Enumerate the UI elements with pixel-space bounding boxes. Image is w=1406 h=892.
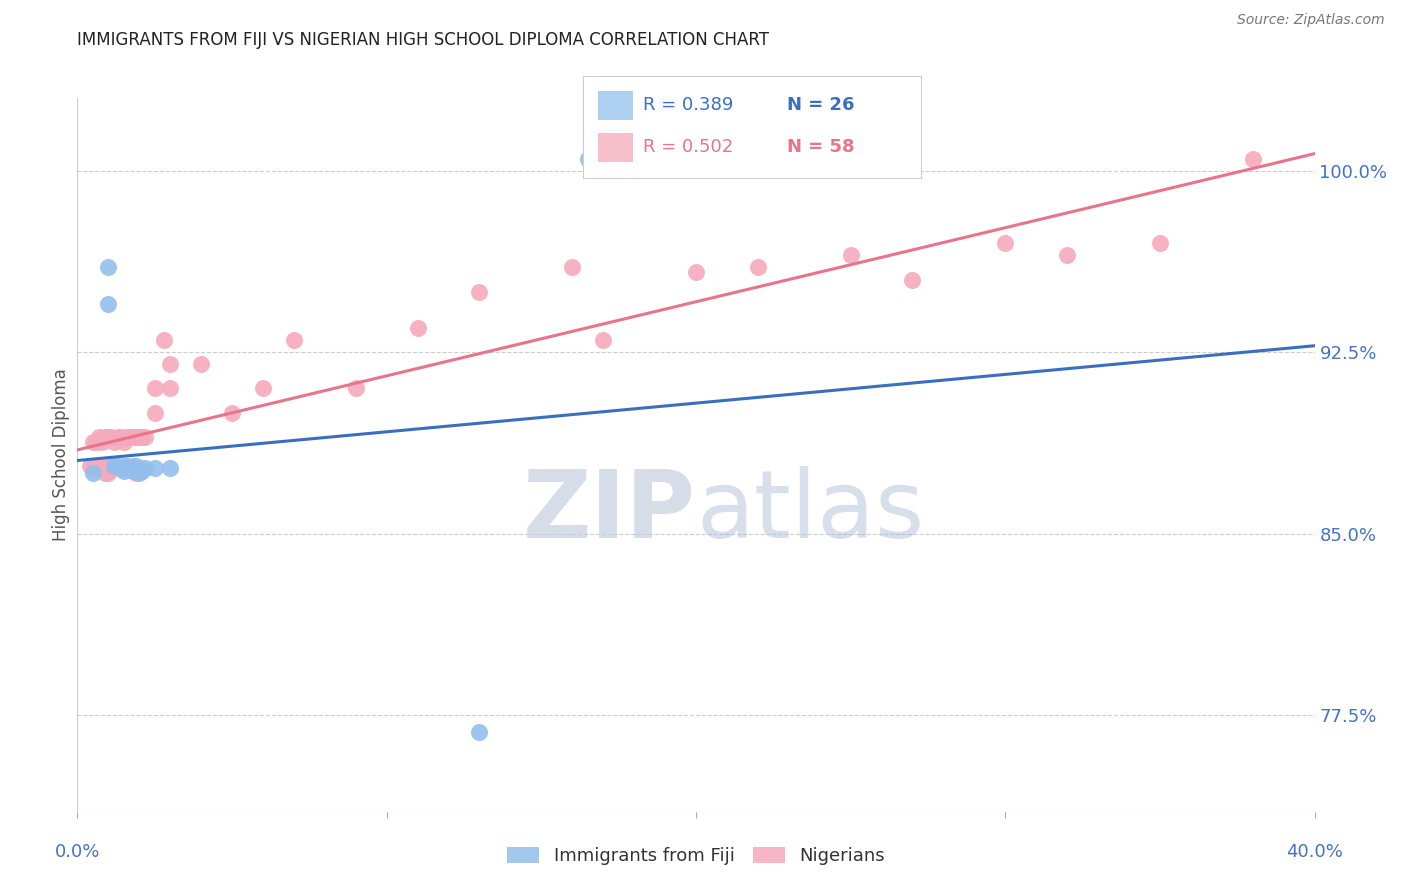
Text: N = 58: N = 58 <box>787 138 855 156</box>
Point <box>153 333 176 347</box>
Point <box>94 466 117 480</box>
Point <box>159 381 181 395</box>
Point <box>110 430 132 444</box>
Text: 0.0%: 0.0% <box>55 843 100 861</box>
Point <box>97 430 120 444</box>
Point <box>107 461 129 475</box>
Point <box>125 466 148 480</box>
Point <box>115 458 138 473</box>
Point <box>103 461 125 475</box>
Point <box>131 430 153 444</box>
Text: 40.0%: 40.0% <box>1286 843 1343 861</box>
Point <box>82 466 104 480</box>
Text: ZIP: ZIP <box>523 466 696 558</box>
Point <box>125 430 148 444</box>
Point <box>122 464 145 478</box>
Point <box>103 458 125 473</box>
Point <box>79 458 101 473</box>
Point <box>159 461 181 475</box>
Point <box>125 461 148 475</box>
Text: R = 0.389: R = 0.389 <box>643 96 733 114</box>
Text: Source: ZipAtlas.com: Source: ZipAtlas.com <box>1237 13 1385 28</box>
Point <box>159 357 181 371</box>
Point <box>112 464 135 478</box>
Text: N = 26: N = 26 <box>787 96 855 114</box>
Point <box>94 458 117 473</box>
Y-axis label: High School Diploma: High School Diploma <box>52 368 70 541</box>
Point <box>143 461 166 475</box>
Point <box>283 333 305 347</box>
Point <box>97 260 120 275</box>
Text: R = 0.502: R = 0.502 <box>643 138 733 156</box>
Point <box>994 236 1017 251</box>
Point <box>685 265 707 279</box>
Point <box>128 430 150 444</box>
Point <box>468 725 491 739</box>
Point <box>125 464 148 478</box>
Point <box>82 434 104 449</box>
Point <box>122 430 145 444</box>
Point <box>112 434 135 449</box>
Point <box>901 272 924 286</box>
Point <box>1241 152 1264 166</box>
Point <box>115 461 138 475</box>
Point <box>91 461 114 475</box>
Point <box>592 333 614 347</box>
Point <box>112 461 135 475</box>
Point <box>87 461 110 475</box>
Point <box>252 381 274 395</box>
Point <box>115 430 138 444</box>
Point <box>100 430 122 444</box>
Point <box>100 461 122 475</box>
Point <box>112 458 135 473</box>
Point <box>128 461 150 475</box>
Text: atlas: atlas <box>696 466 924 558</box>
Point <box>84 434 107 449</box>
Point <box>94 430 117 444</box>
Point <box>1149 236 1171 251</box>
Point <box>122 461 145 475</box>
Point <box>118 461 141 475</box>
Point <box>82 461 104 475</box>
Point <box>97 461 120 475</box>
Point <box>118 461 141 475</box>
Point <box>406 321 429 335</box>
Point <box>143 406 166 420</box>
Legend: Immigrants from Fiji, Nigerians: Immigrants from Fiji, Nigerians <box>498 838 894 874</box>
Point <box>576 152 599 166</box>
Point <box>97 297 120 311</box>
Point <box>118 430 141 444</box>
Text: IMMIGRANTS FROM FIJI VS NIGERIAN HIGH SCHOOL DIPLOMA CORRELATION CHART: IMMIGRANTS FROM FIJI VS NIGERIAN HIGH SC… <box>77 31 769 49</box>
Point <box>128 466 150 480</box>
Point <box>103 434 125 449</box>
Point <box>107 458 129 473</box>
Point <box>143 381 166 395</box>
Point <box>97 466 120 480</box>
Point <box>91 434 114 449</box>
Point <box>115 461 138 475</box>
Point <box>122 461 145 475</box>
Point <box>110 461 132 475</box>
Point <box>134 430 156 444</box>
Point <box>128 464 150 478</box>
Point <box>125 458 148 473</box>
Point <box>561 260 583 275</box>
Point <box>122 458 145 473</box>
Point <box>747 260 769 275</box>
Point <box>107 430 129 444</box>
Point <box>1056 248 1078 262</box>
Point <box>221 406 243 420</box>
Point <box>87 430 110 444</box>
Point <box>112 461 135 475</box>
Point <box>134 461 156 475</box>
Point <box>190 357 212 371</box>
Point <box>84 461 107 475</box>
Point <box>344 381 367 395</box>
Point <box>131 464 153 478</box>
Point <box>468 285 491 299</box>
Point <box>839 248 862 262</box>
